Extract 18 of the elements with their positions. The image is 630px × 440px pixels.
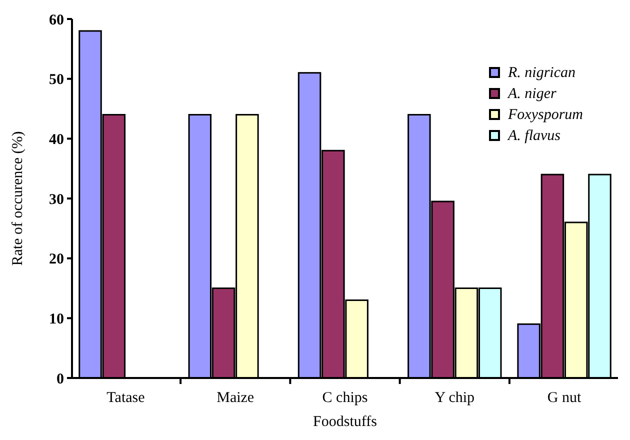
x-axis-title: Foodstuffs — [313, 414, 378, 430]
legend-label: R. nigrican — [507, 65, 576, 81]
y-axis-title: Rate of occurence (%) — [10, 131, 26, 266]
y-tick-label: 30 — [49, 192, 64, 208]
legend-label: A. niger — [507, 86, 556, 102]
y-tick-label: 20 — [49, 252, 64, 268]
legend-label: Foxysporum — [507, 107, 584, 123]
x-tick-label: Y chip — [434, 390, 475, 406]
x-tick-label: G nut — [547, 390, 582, 406]
legend-label: A. flavus — [507, 128, 561, 144]
x-tick-label: Maize — [216, 390, 254, 406]
y-tick-label: 0 — [56, 371, 64, 388]
y-tick-label: 60 — [49, 12, 64, 28]
y-tick-label: 10 — [49, 311, 64, 328]
x-tick-label: Tatase — [106, 390, 146, 406]
x-tick-label: C chips — [322, 390, 368, 406]
y-tick-label: 40 — [49, 132, 64, 148]
y-tick-label: 50 — [49, 72, 64, 88]
